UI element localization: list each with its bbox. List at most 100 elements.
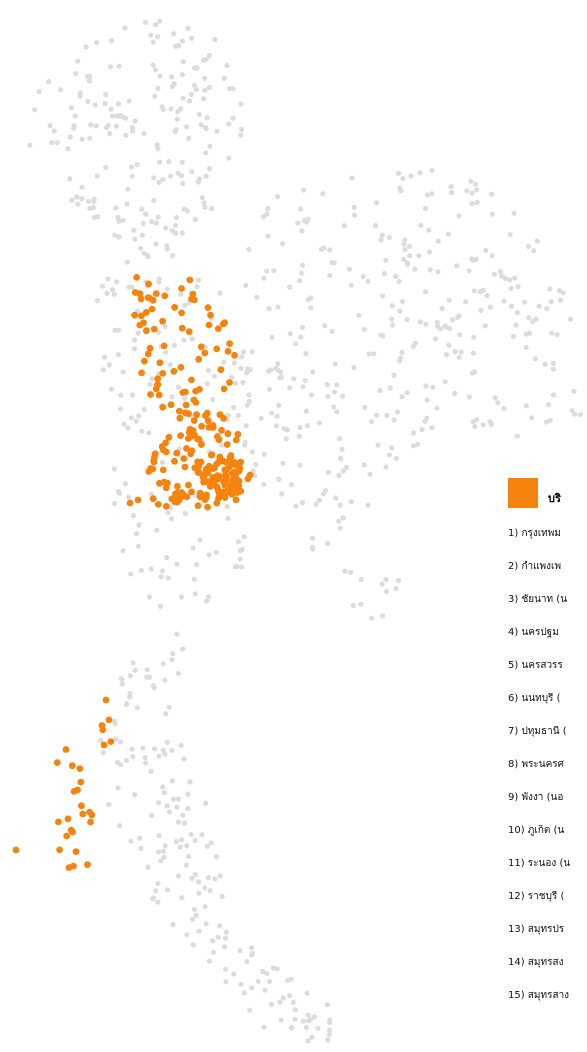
background-dot <box>92 102 98 108</box>
background-dot <box>223 929 230 935</box>
background-dot <box>186 135 192 142</box>
background-dot <box>327 272 333 278</box>
highlight-dot <box>197 343 205 351</box>
highlight-dot <box>201 349 209 357</box>
background-dot <box>402 237 408 243</box>
background-dot <box>514 310 521 316</box>
background-dot <box>159 459 165 465</box>
background-dot <box>157 603 163 610</box>
legend-item: 14) สมุทรสง <box>508 957 564 968</box>
highlight-dot <box>67 826 75 834</box>
highlight-dot <box>141 357 148 365</box>
highlight-dot <box>68 762 76 770</box>
background-dot <box>130 128 136 134</box>
background-dot <box>112 327 118 334</box>
highlight-dot <box>84 861 91 869</box>
background-dot <box>474 199 480 205</box>
background-dot <box>549 330 555 336</box>
background-dot <box>310 369 316 375</box>
background-dot <box>244 370 250 376</box>
highlight-dot <box>174 483 181 490</box>
background-dot <box>265 233 271 239</box>
background-dot <box>179 230 185 236</box>
highlight-dot <box>150 325 158 333</box>
background-dot <box>241 534 247 540</box>
background-dot <box>114 279 120 285</box>
background-dot <box>445 231 451 237</box>
background-dot <box>339 393 345 399</box>
background-dot <box>495 400 501 406</box>
background-dot <box>277 999 283 1005</box>
background-dot <box>544 306 550 312</box>
background-dot <box>239 126 245 132</box>
background-dot <box>408 173 414 179</box>
background-dot <box>303 351 309 357</box>
highlight-dot <box>171 457 178 465</box>
highlight-dot <box>56 846 63 854</box>
background-dot <box>351 204 357 210</box>
background-dot <box>115 352 121 358</box>
highlight-dot <box>194 502 202 510</box>
background-dot <box>168 173 174 179</box>
background-dot <box>206 84 212 90</box>
background-dot <box>150 62 156 68</box>
background-dot <box>281 426 287 432</box>
background-dot <box>121 421 127 427</box>
background-dot <box>129 746 135 752</box>
background-dot <box>108 106 114 112</box>
background-dot <box>205 594 212 600</box>
background-dot <box>124 201 130 207</box>
highlight-dot <box>156 479 163 487</box>
highlight-dot <box>188 488 195 496</box>
highlight-dot <box>145 280 153 288</box>
highlight-dot <box>182 401 190 409</box>
background-dot <box>241 990 247 996</box>
highlighted-region-dots <box>12 274 254 871</box>
background-dot <box>244 402 250 408</box>
background-dot <box>316 420 322 426</box>
background-dot <box>393 455 399 462</box>
background-dot <box>374 412 380 418</box>
highlight-dot <box>214 325 222 332</box>
background-dot <box>156 800 162 806</box>
highlight-dot <box>205 321 213 329</box>
background-dot <box>188 91 194 97</box>
background-dot <box>446 297 452 303</box>
background-dot <box>179 159 185 165</box>
background-dot <box>325 541 331 547</box>
background-dot <box>414 441 421 447</box>
background-dot <box>94 298 100 304</box>
background-dot <box>399 299 406 305</box>
highlight-dot <box>209 423 217 431</box>
background-dot <box>156 832 162 839</box>
background-dot <box>164 739 170 746</box>
background-dot <box>164 803 170 809</box>
background-dot <box>399 394 405 400</box>
background-dot <box>439 305 445 312</box>
background-dot <box>95 214 101 220</box>
background-dot <box>175 670 181 677</box>
highlight-dot <box>235 477 243 485</box>
background-dot <box>185 791 191 797</box>
background-dot <box>291 376 297 382</box>
background-dot <box>571 388 577 394</box>
background-dot <box>68 105 74 111</box>
background-dot <box>327 1027 333 1033</box>
background-dot <box>349 175 355 181</box>
background-dot <box>158 858 164 864</box>
background-dot <box>129 173 135 179</box>
highlight-dot <box>102 696 110 704</box>
background-dot <box>331 404 337 410</box>
highlight-dot <box>159 403 167 411</box>
background-dot <box>471 334 477 340</box>
highlight-dot <box>218 426 225 434</box>
background-dot <box>221 75 227 82</box>
background-dot <box>117 823 123 829</box>
background-dot <box>124 259 130 265</box>
background-dot <box>94 173 100 179</box>
highlight-dot <box>178 309 186 317</box>
highlight-dot <box>78 802 85 810</box>
background-dot <box>184 932 190 938</box>
background-dot <box>489 253 495 259</box>
background-dot <box>380 613 386 619</box>
